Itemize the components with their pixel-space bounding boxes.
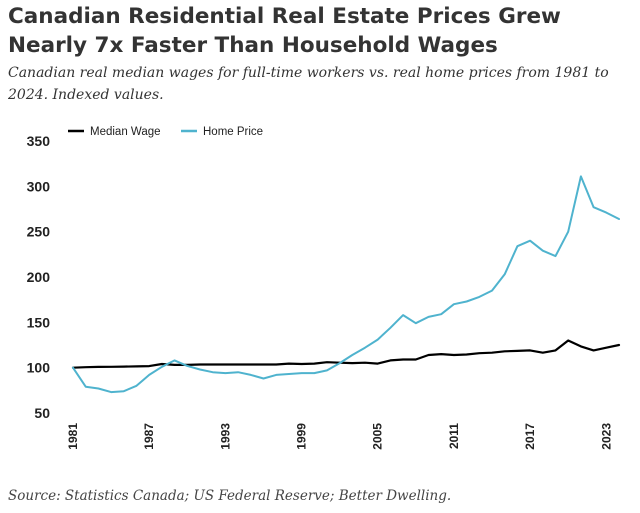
y-tick-label: 100 [27, 360, 51, 376]
x-tick-label: 2005 [371, 423, 385, 450]
x-tick-label: 2017 [523, 423, 537, 450]
y-tick-label: 250 [27, 224, 51, 240]
series-layer [71, 175, 621, 394]
legend-label: Median Wage [90, 126, 161, 138]
x-tick-label: 2011 [447, 423, 461, 449]
x-tick-label: 1987 [142, 423, 156, 450]
y-tick-label: 200 [27, 269, 51, 285]
x-tick-label: 1981 [66, 423, 80, 450]
chart-title: Canadian Residential Real Estate Prices … [8, 4, 561, 58]
y-tick-label: 50 [34, 405, 50, 421]
source-note: Source: Statistics Canada; US Federal Re… [8, 488, 452, 504]
x-tick-label: 1999 [295, 423, 309, 450]
y-axis: 50 100 150 200 250 300 350 [27, 133, 51, 421]
series-line-median-wage [71, 339, 621, 369]
legend-label: Home Price [203, 126, 263, 138]
y-tick-label: 150 [27, 314, 51, 330]
x-tick-label: 2023 [599, 423, 613, 450]
y-tick-label: 350 [27, 133, 51, 149]
x-axis: 1981 1987 1993 1999 2005 2011 2017 2023 [66, 423, 613, 450]
x-tick-label: 1993 [218, 423, 232, 450]
series-line-home-price [72, 175, 620, 394]
y-tick-label: 300 [27, 178, 51, 194]
chart-subtitle: Canadian real median wages for full-time… [8, 65, 609, 103]
legend: Median Wage Home Price [68, 126, 263, 138]
